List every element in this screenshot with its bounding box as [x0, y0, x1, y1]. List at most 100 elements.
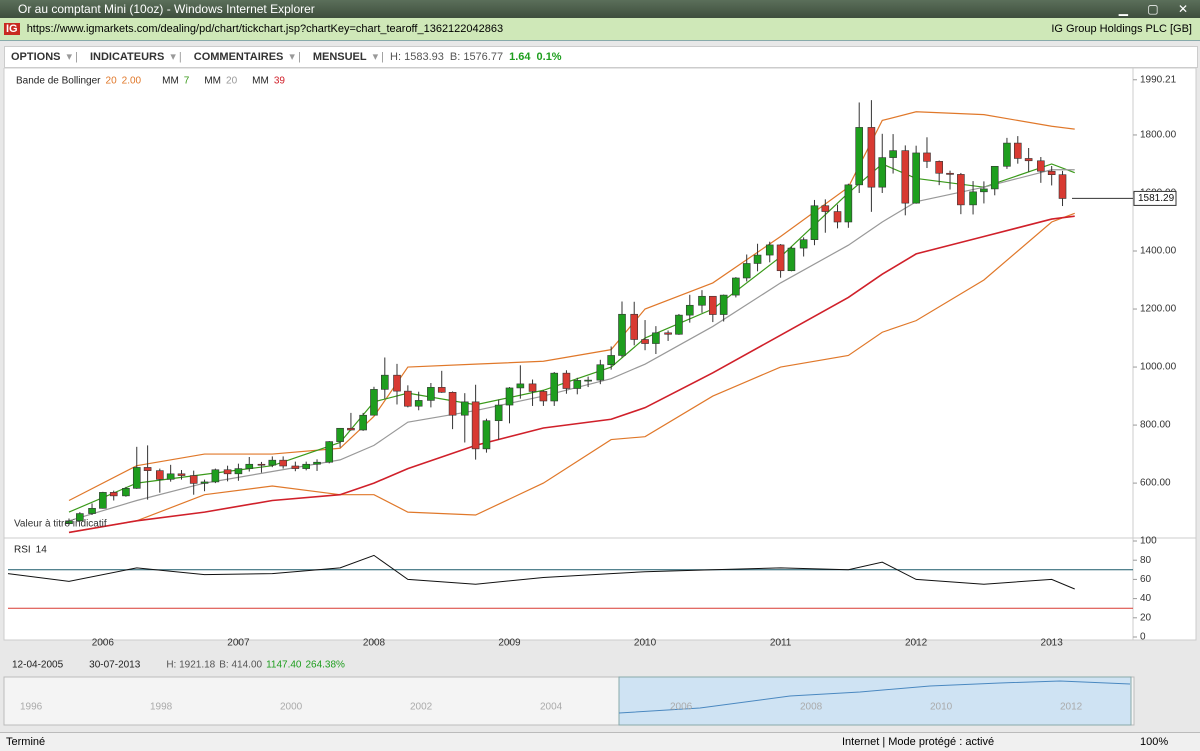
- site-identity[interactable]: IG Group Holdings PLC [GB]: [1051, 23, 1192, 35]
- candle-body: [810, 205, 819, 240]
- candle-body: [855, 127, 864, 186]
- candle-body: [516, 383, 525, 389]
- candle-body: [268, 459, 277, 466]
- candle-body: [505, 387, 514, 406]
- window-controls[interactable]: ▁ ▢ ✕: [1118, 2, 1196, 16]
- candle-body: [912, 152, 920, 204]
- y-tick-label: 600.00: [1140, 478, 1171, 489]
- navigator-line: [618, 680, 1131, 714]
- menu[interactable]: COMMENTAIRES: [193, 51, 284, 63]
- candle-body: [923, 152, 931, 162]
- candle-body: [404, 390, 412, 407]
- candle-body: [799, 239, 808, 249]
- menu[interactable]: MENSUEL: [312, 51, 367, 63]
- x-tick-label: 2011: [770, 638, 792, 649]
- candle-body: [122, 488, 130, 497]
- candle-body: [437, 387, 446, 393]
- y-tick-label: 1000.00: [1140, 362, 1177, 373]
- change-pct: 0.1%: [536, 51, 562, 63]
- moving-average: [68, 215, 1075, 534]
- candle-body: [359, 414, 367, 431]
- legend-label: MM: [204, 76, 221, 87]
- candle-body: [596, 364, 605, 381]
- candle-body: [618, 313, 626, 356]
- candle-body: [969, 191, 977, 206]
- toolbar: OPTIONS ▾ | INDICATEURS ▾ | COMMENTAIRES ▾ | M…: [4, 46, 1198, 68]
- legend-label: MM: [162, 76, 179, 87]
- y-tick-label: 20: [1140, 612, 1152, 623]
- range-start: 12-04-2005: [12, 660, 64, 671]
- candle-body: [482, 420, 491, 450]
- y-tick-label: 80: [1140, 555, 1152, 566]
- candle-body: [889, 150, 897, 158]
- candle-body: [1013, 142, 1022, 159]
- y-tick-label: 100: [1140, 536, 1157, 547]
- candle-body: [878, 157, 887, 188]
- change: 1.64: [509, 51, 531, 63]
- rsi-period: 14: [36, 545, 48, 556]
- candle-body: [641, 339, 649, 344]
- candle-body: [223, 469, 232, 475]
- candle-body: [901, 150, 910, 204]
- candle-body: [742, 263, 751, 279]
- bollinger-lower: [68, 212, 1075, 534]
- navigator-year: 2008: [800, 702, 823, 713]
- candle-body: [88, 508, 96, 514]
- candle-body: [393, 374, 401, 392]
- candle-body: [347, 427, 355, 431]
- navigator-year: 2012: [1060, 702, 1083, 713]
- candle-body: [528, 383, 537, 392]
- candle-body: [132, 467, 141, 489]
- candle-body: [234, 468, 243, 475]
- candle-body: [753, 254, 762, 264]
- candle-body: [685, 304, 694, 316]
- low: B: 1576.77: [449, 51, 504, 63]
- y-tick-label: 1400.00: [1140, 246, 1177, 257]
- window-title: Or au comptant Mini (10oz) - Windows Int…: [18, 2, 315, 16]
- candle-body: [990, 165, 999, 190]
- navigator-year: 1998: [150, 702, 173, 713]
- candle-body: [1003, 142, 1011, 167]
- candle-body: [245, 463, 254, 469]
- x-tick-label: 2013: [1041, 638, 1064, 649]
- navigator-year: 2002: [410, 702, 433, 713]
- navigator-year: 2006: [670, 702, 693, 713]
- menu[interactable]: INDICATEURS: [89, 51, 165, 63]
- candle-body: [291, 465, 300, 469]
- legend-param: 7: [184, 76, 190, 87]
- candle-body: [867, 127, 876, 188]
- candle-body: [448, 391, 457, 416]
- candle-body: [844, 184, 853, 223]
- y-tick-label: 1990.21: [1140, 74, 1177, 85]
- high: H: 1583.93: [390, 51, 444, 63]
- candle-body: [630, 313, 639, 340]
- status-bar: Terminé Internet | Mode protégé : activé…: [0, 732, 1200, 751]
- separator: ▾ |: [170, 51, 182, 63]
- zoom[interactable]: 100%: [1140, 736, 1169, 748]
- legend-label: Bande de Bollinger: [16, 76, 101, 87]
- candle-body: [1024, 158, 1033, 162]
- candle-body: [279, 459, 287, 467]
- status-text: Terminé: [6, 736, 46, 748]
- legend-param: 2.00: [122, 76, 142, 87]
- candle-body: [156, 470, 164, 480]
- candle-body: [833, 211, 842, 223]
- range-end: 30-07-2013: [89, 660, 141, 671]
- x-tick-label: 2010: [634, 638, 657, 649]
- candle-body: [200, 481, 209, 484]
- x-tick-label: 2006: [92, 638, 115, 649]
- url[interactable]: https://www.igmarkets.com/dealing/pd/cha…: [26, 23, 504, 35]
- candle-body: [787, 247, 796, 272]
- candle-body: [302, 463, 310, 469]
- candle-body: [414, 400, 423, 407]
- candle-body: [980, 188, 988, 193]
- y-tick-label: 1200.00: [1140, 304, 1177, 315]
- legend-param: 20: [226, 76, 238, 87]
- candle-body: [460, 401, 469, 416]
- candle-body: [427, 387, 435, 401]
- menu[interactable]: OPTIONS: [11, 51, 61, 63]
- legend-param: 20: [106, 76, 118, 87]
- range-change-pct: 264.38%: [305, 660, 345, 671]
- candle-body: [336, 427, 344, 442]
